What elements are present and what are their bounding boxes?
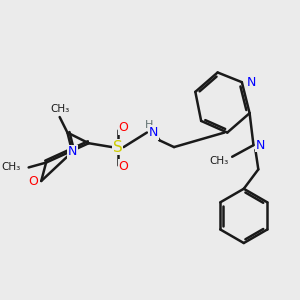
Text: CH₃: CH₃ (2, 162, 21, 172)
Text: O: O (119, 121, 129, 134)
Text: N: N (149, 126, 158, 139)
Text: N: N (247, 76, 256, 89)
Text: CH₃: CH₃ (209, 156, 228, 166)
Text: O: O (119, 160, 129, 173)
Text: N: N (255, 139, 265, 152)
Text: S: S (113, 140, 123, 154)
Text: CH₃: CH₃ (50, 104, 69, 114)
Text: O: O (28, 175, 38, 188)
Text: H: H (145, 120, 153, 130)
Text: N: N (68, 146, 77, 158)
